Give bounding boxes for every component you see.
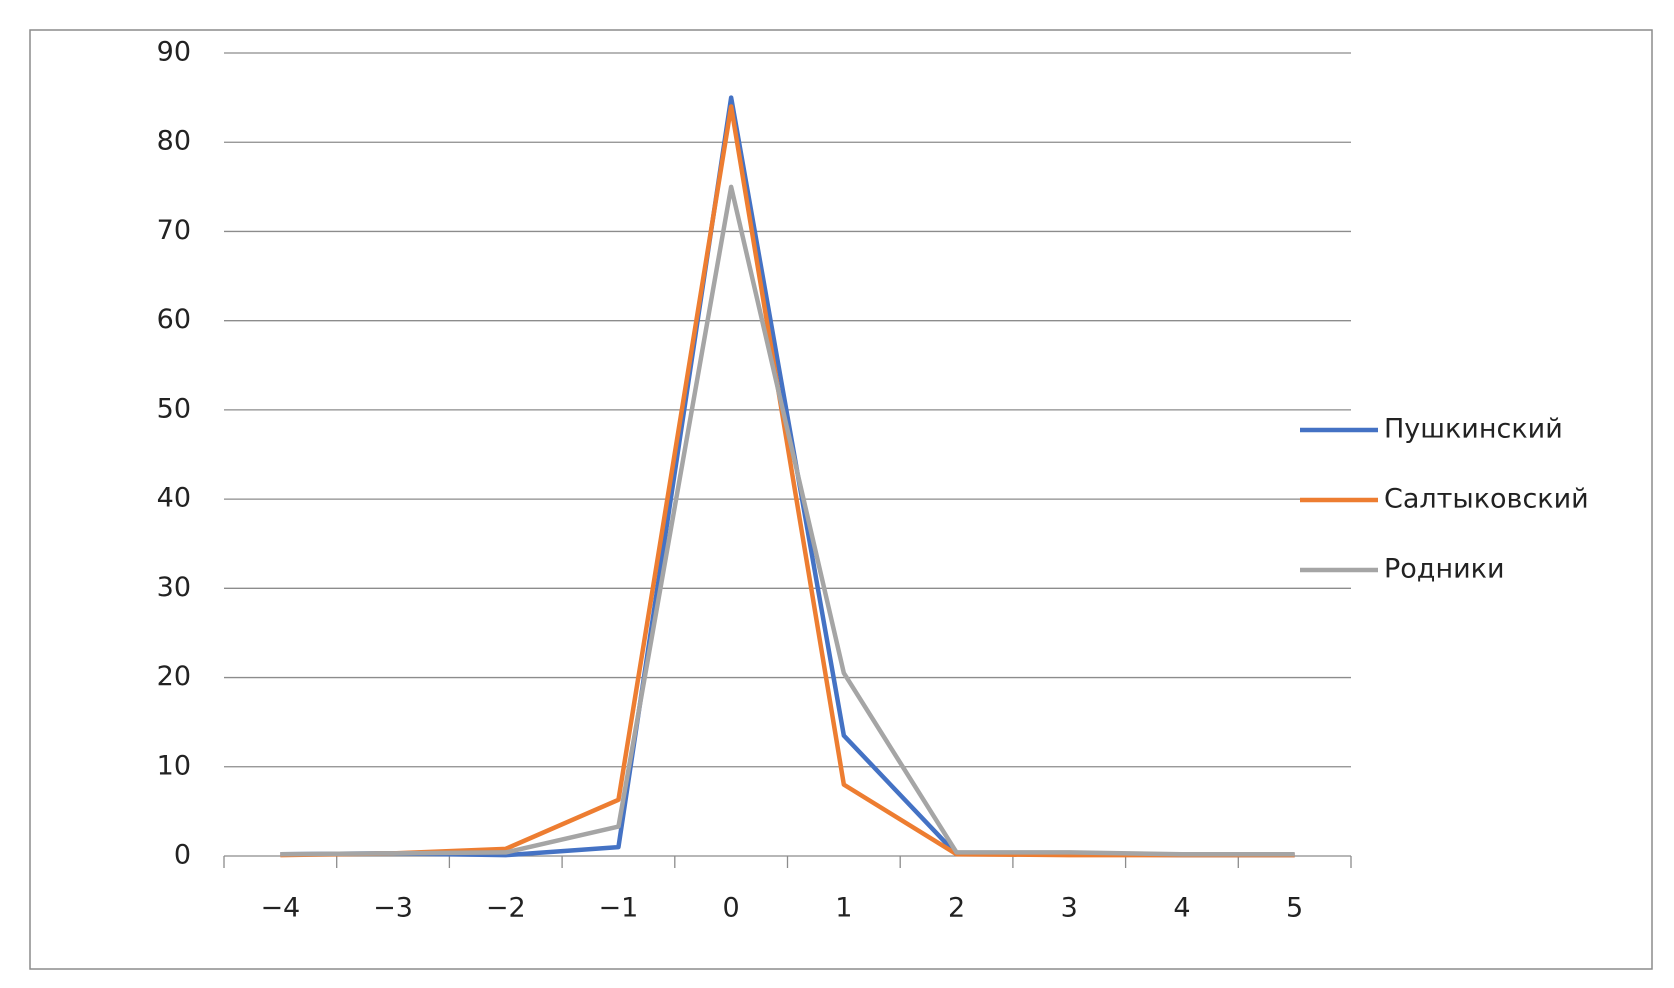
legend-label: Пушкинский <box>1384 414 1563 445</box>
x-tick-label: 3 <box>1061 893 1078 924</box>
series-line <box>280 184 1295 857</box>
y-tick-label: 80 <box>157 126 191 157</box>
y-tick-label: 70 <box>157 215 191 246</box>
x-tick-label: 5 <box>1286 893 1303 924</box>
y-tick-label: 10 <box>157 750 191 781</box>
y-tick-label: 50 <box>157 393 191 424</box>
x-tick-label: 0 <box>723 893 740 924</box>
x-tick-label: 1 <box>835 893 852 924</box>
x-tick-label: −1 <box>599 893 639 924</box>
y-tick-label: 30 <box>157 572 191 603</box>
x-tick-label: −4 <box>260 893 300 924</box>
y-tick-label: 60 <box>157 304 191 335</box>
legend-label: Салтыковский <box>1384 484 1589 515</box>
x-tick-label: 2 <box>948 893 965 924</box>
y-tick-label: 0 <box>174 840 191 871</box>
x-tick-label: −2 <box>486 893 526 924</box>
y-tick-label: 40 <box>157 483 191 514</box>
x-tick-label: 4 <box>1173 893 1190 924</box>
x-tick-label: −3 <box>373 893 413 924</box>
legend-label: Родники <box>1384 554 1505 585</box>
y-tick-label: 90 <box>157 37 191 68</box>
y-tick-label: 20 <box>157 661 191 692</box>
